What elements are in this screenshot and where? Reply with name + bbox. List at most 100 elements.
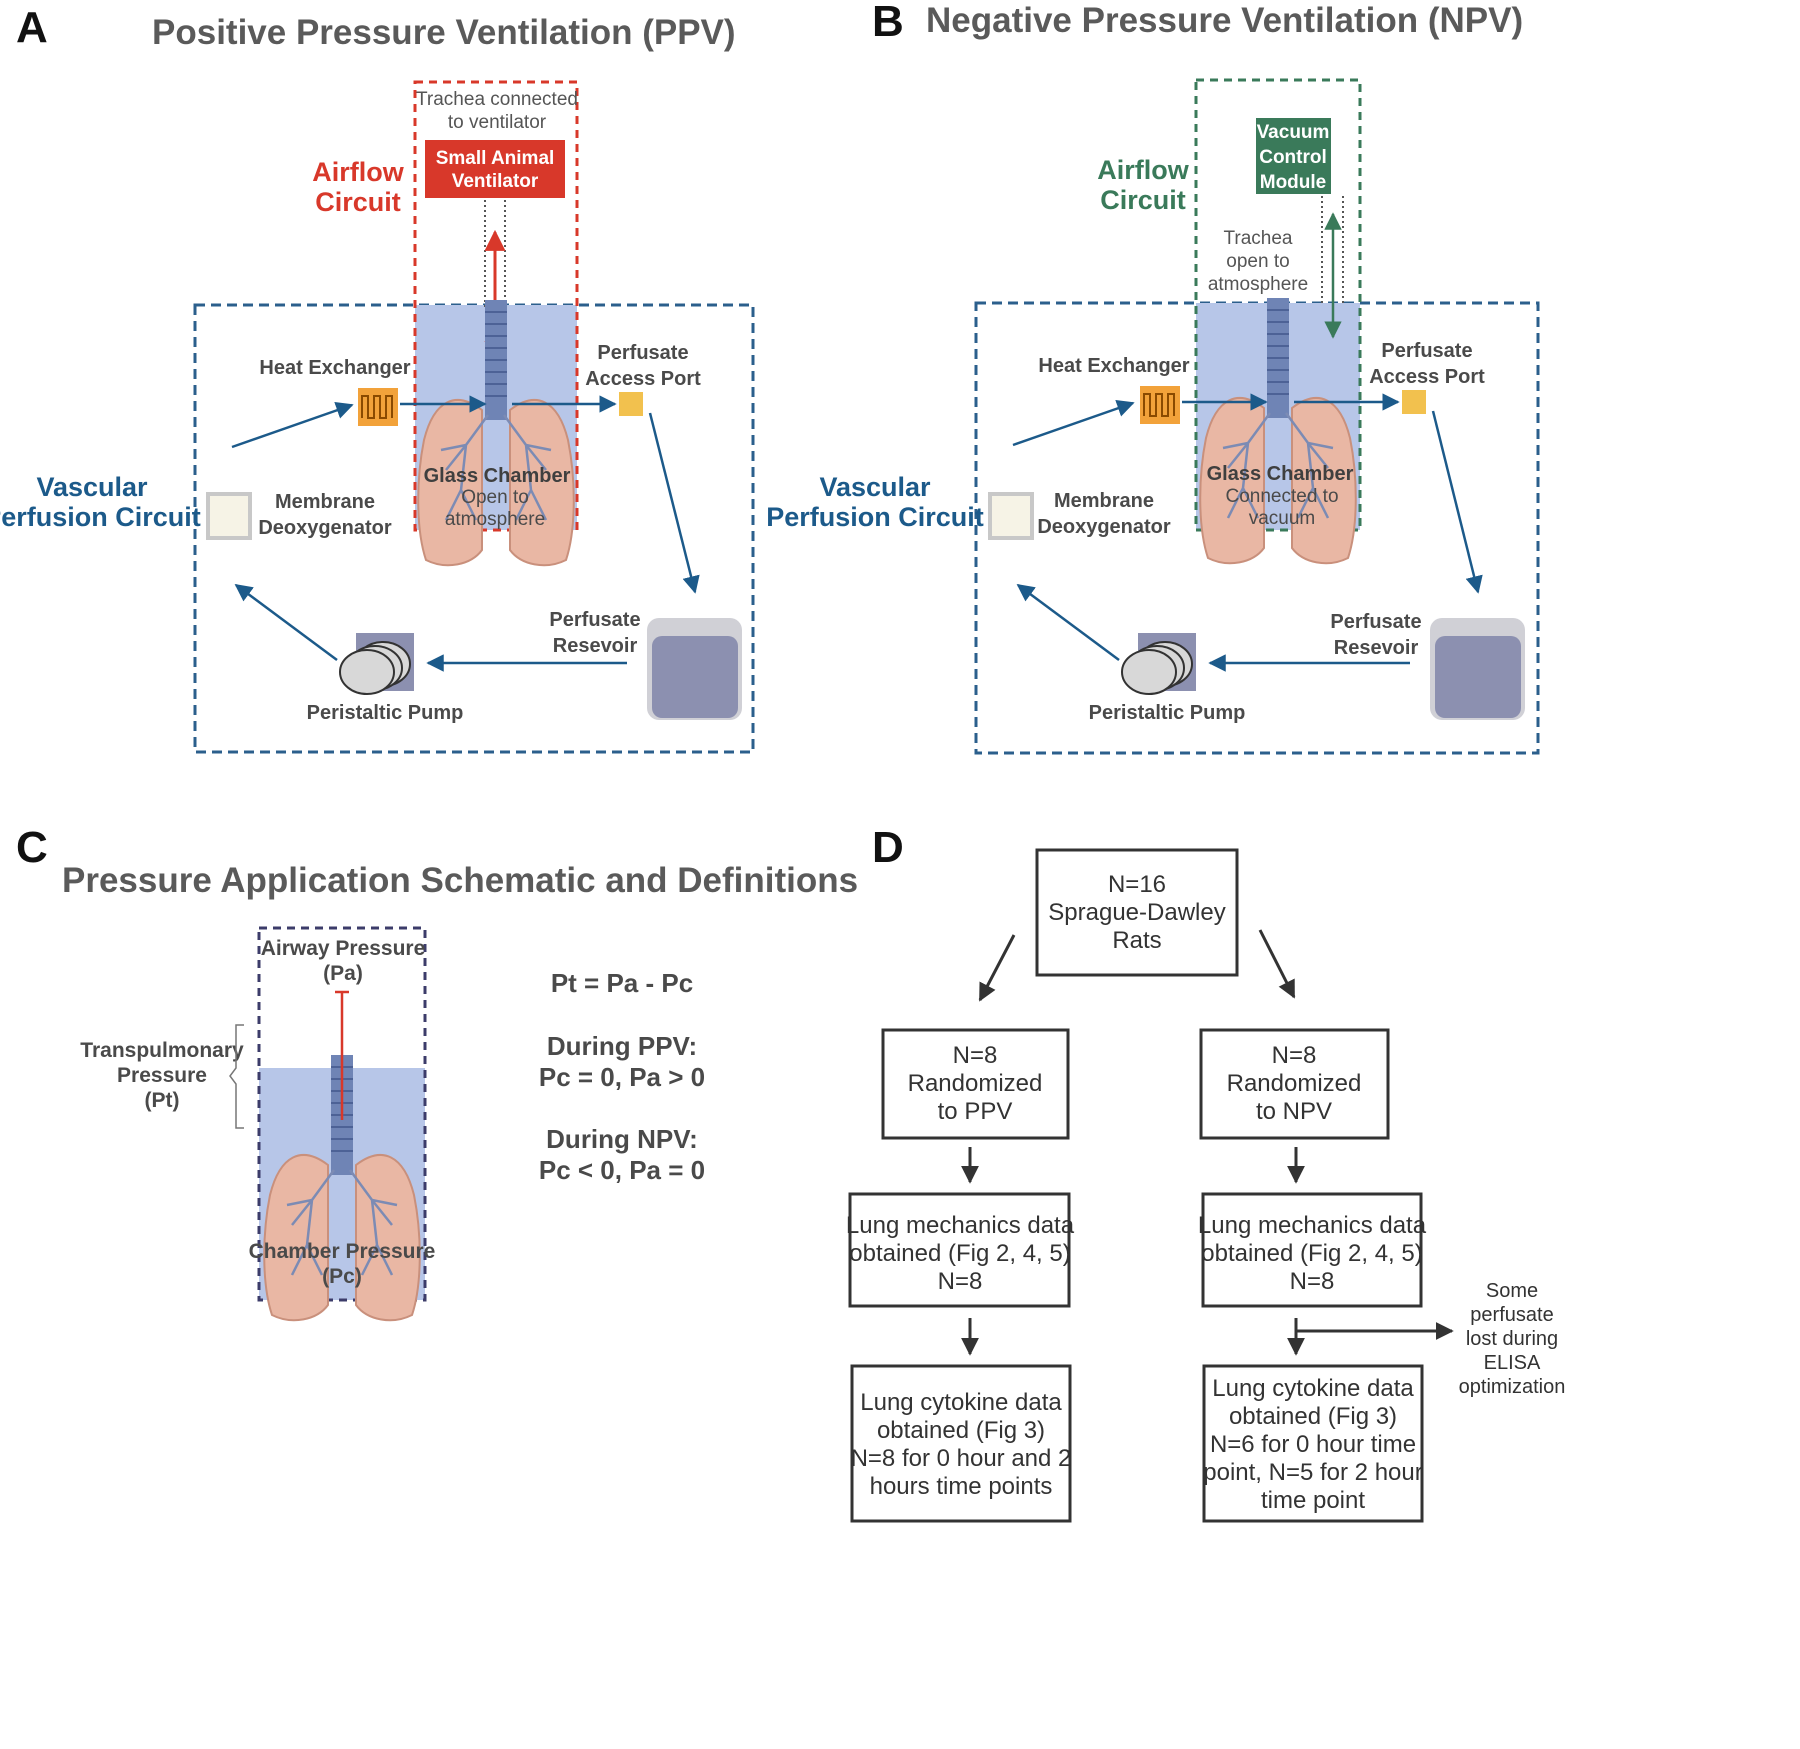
transpulmonary-bracket <box>229 1024 244 1129</box>
npv-cyto-line4: point, N=5 for 2 hour <box>1203 1459 1422 1486</box>
heat-coil-icon <box>1143 393 1175 417</box>
access-port-line1: Perfusate <box>597 342 688 364</box>
access-port-line2: Access Port <box>1369 366 1485 388</box>
side-note-line2: perfusate <box>1470 1304 1553 1326</box>
ppv-heading: During PPV: <box>547 1031 697 1061</box>
vacuum-line2: Control <box>1259 147 1327 168</box>
ppv-cyto-line3: N=8 for 0 hour and 2 <box>851 1445 1072 1472</box>
panel-c: C Pressure Application Schematic and Def… <box>16 823 858 1322</box>
ppv-cyto-line4: hours time points <box>870 1473 1053 1500</box>
vacuum-module-box <box>1256 118 1331 194</box>
heat-exchanger-label: Heat Exchanger <box>259 357 410 379</box>
pump-roller-1 <box>339 649 395 695</box>
airflow-label-line2: Circuit <box>1100 185 1186 215</box>
panel-letter-a: A <box>16 3 48 52</box>
top-line2: Sprague-Dawley <box>1048 899 1225 926</box>
trachea-note-line1: Trachea connected <box>416 89 578 110</box>
ppv-mech-line1: Lung mechanics data <box>846 1212 1075 1239</box>
airway-pressure-line1: Airway Pressure <box>261 937 426 960</box>
box-ppv-rand <box>881 1028 1070 1140</box>
side-note-line5: optimization <box>1459 1376 1566 1398</box>
chamber-title: Glass Chamber <box>1207 463 1354 485</box>
ventilator-line2: Ventilator <box>452 171 539 192</box>
side-note-line1: Some <box>1486 1280 1538 1302</box>
transpulmonary-line3: (Pt) <box>145 1089 180 1112</box>
ppv-definition: Pc = 0, Pa > 0 <box>539 1062 705 1092</box>
airflow-label-line1: Airflow <box>312 157 404 187</box>
airway-pressure-line2: (Pa) <box>323 962 363 985</box>
npv-definition: Pc < 0, Pa = 0 <box>539 1155 705 1185</box>
reservoir-line2: Resevoir <box>553 635 638 657</box>
reservoir-line1: Perfusate <box>549 609 640 631</box>
panel-a: A Positive Pressure Ventilation (PPV) Tr… <box>0 3 755 754</box>
deoxygenator-icon <box>988 492 1034 540</box>
airflow-circuit-box <box>413 80 579 532</box>
ppv-cyto-line1: Lung cytokine data <box>860 1389 1062 1416</box>
top-line1: N=16 <box>1108 871 1166 898</box>
ppv-mech-line3: N=8 <box>938 1268 983 1295</box>
deoxygenator-line2: Deoxygenator <box>258 517 392 539</box>
npv-rand-line3: to NPV <box>1256 1098 1332 1125</box>
deoxygenator-icon <box>206 492 252 540</box>
deoxygenator-line1: Membrane <box>275 491 375 513</box>
npv-rand-line2: Randomized <box>1227 1070 1362 1097</box>
panel-a-title: Positive Pressure Ventilation (PPV) <box>152 13 736 52</box>
npv-cyto-line3: N=6 for 0 hour time <box>1210 1431 1416 1458</box>
panel-b-title: Negative Pressure Ventilation (NPV) <box>926 1 1523 40</box>
ppv-rand-line2: Randomized <box>908 1070 1043 1097</box>
box-npv-mech <box>1201 1192 1423 1308</box>
vacuum-line1: Vacuum <box>1257 122 1330 143</box>
trachea-note-line2: to ventilator <box>448 112 547 133</box>
chamber-sub-line1: Connected to <box>1225 486 1338 507</box>
access-port-line1: Perfusate <box>1381 340 1472 362</box>
trachea-note-line3: atmosphere <box>1208 274 1308 295</box>
box-top <box>1035 848 1239 977</box>
top-line3: Rats <box>1112 927 1161 954</box>
chamber-sub-line2: vacuum <box>1249 508 1316 529</box>
npv-mech-line1: Lung mechanics data <box>1198 1212 1427 1239</box>
ventilator-box <box>425 140 565 198</box>
reservoir-line2: Resevoir <box>1334 637 1419 659</box>
reservoir-icon <box>652 636 738 718</box>
npv-cyto-line5: time point <box>1261 1487 1365 1514</box>
airflow-label-line2: Circuit <box>315 187 401 217</box>
trachea-note-line1: Trachea <box>1224 228 1293 249</box>
chamber-sub-line2: atmosphere <box>445 509 545 530</box>
reservoir-icon <box>1435 636 1521 718</box>
chamber-pressure-line2: (Pc) <box>322 1265 362 1288</box>
pump-label: Peristaltic Pump <box>1089 702 1246 724</box>
access-port-icon <box>619 392 643 416</box>
access-port-line2: Access Port <box>585 368 701 390</box>
pump-label: Peristaltic Pump <box>307 702 464 724</box>
panel-b: B Negative Pressure Ventilation (NPV) Va… <box>766 0 1540 755</box>
panel-letter-c: C <box>16 823 48 872</box>
heat-exchanger-label: Heat Exchanger <box>1038 355 1189 377</box>
box-npv-rand <box>1199 1028 1390 1140</box>
heat-coil-icon <box>361 395 393 419</box>
flow-arrow-from-pump <box>1016 583 1120 662</box>
box-ppv-mech <box>848 1192 1071 1308</box>
side-note-line3: lost during <box>1466 1328 1558 1350</box>
transpulmonary-line2: Pressure <box>117 1064 207 1087</box>
chamber-title: Glass Chamber <box>424 465 571 487</box>
pump-roller-1 <box>1121 649 1177 695</box>
panel-letter-b: B <box>872 0 904 46</box>
airflow-label-line1: Airflow <box>1097 155 1189 185</box>
flow-arrow-to-reservoir <box>1431 410 1483 594</box>
pt-equation: Pt = Pa - Pc <box>551 968 693 998</box>
ventilator-line1: Small Animal <box>436 148 555 169</box>
access-port-icon <box>1402 390 1426 414</box>
flow-arrow-to-reservoir <box>648 412 700 594</box>
vascular-label-line1: Vascular <box>36 472 148 502</box>
arrow-top-to-npv <box>1258 929 1296 999</box>
transpulmonary-line1: Transpulmonary <box>80 1039 244 1062</box>
ppv-rand-line1: N=8 <box>953 1042 998 1069</box>
deoxygenator-line2: Deoxygenator <box>1037 516 1171 538</box>
vascular-label-line2: Perfusion Circuit <box>766 502 984 532</box>
box-ppv-cyto <box>850 1364 1072 1523</box>
flow-arrow-to-heat <box>1012 399 1135 447</box>
chamber-pressure-line1: Chamber Pressure <box>249 1240 436 1263</box>
panel-letter-d: D <box>872 823 904 872</box>
ppv-cyto-line2: obtained (Fig 3) <box>877 1417 1045 1444</box>
